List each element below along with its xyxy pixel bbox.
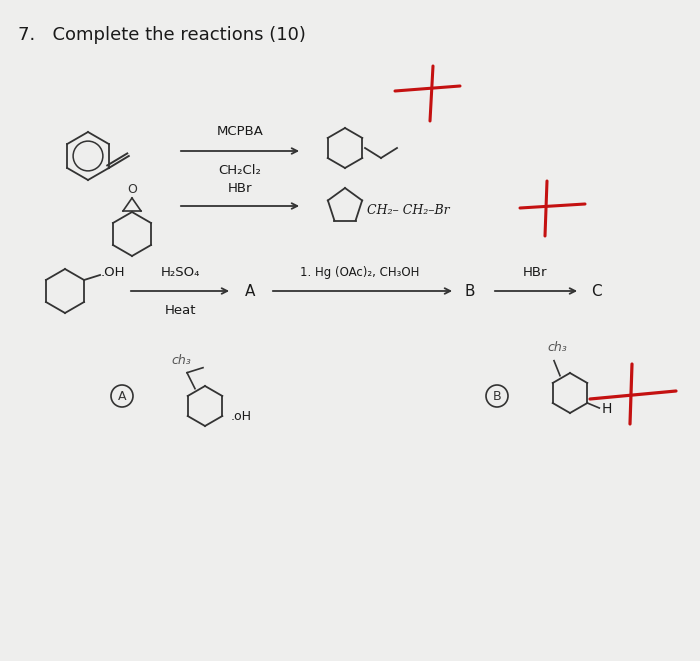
Text: H: H: [601, 402, 612, 416]
Text: CH₂Cl₂: CH₂Cl₂: [218, 164, 261, 177]
Text: HBr: HBr: [228, 182, 252, 195]
Text: .OH: .OH: [101, 266, 125, 280]
Text: MCPBA: MCPBA: [216, 125, 263, 138]
Text: HBr: HBr: [523, 266, 547, 279]
Text: A: A: [118, 389, 126, 403]
Text: A: A: [245, 284, 255, 299]
Text: B: B: [493, 389, 501, 403]
Text: 7.   Complete the reactions (10): 7. Complete the reactions (10): [18, 26, 306, 44]
Text: .oH: .oH: [231, 410, 252, 422]
Text: ch₃: ch₃: [547, 340, 567, 354]
Text: H₂SO₄: H₂SO₄: [160, 266, 200, 279]
Text: C: C: [591, 284, 601, 299]
Text: O: O: [127, 183, 137, 196]
Text: 1. Hg (OAc)₂, CH₃OH: 1. Hg (OAc)₂, CH₃OH: [300, 266, 420, 279]
Text: B: B: [465, 284, 475, 299]
Text: ch₃: ch₃: [171, 354, 191, 367]
Text: CH₂– CH₂–Br: CH₂– CH₂–Br: [367, 204, 449, 217]
Text: Heat: Heat: [164, 304, 196, 317]
